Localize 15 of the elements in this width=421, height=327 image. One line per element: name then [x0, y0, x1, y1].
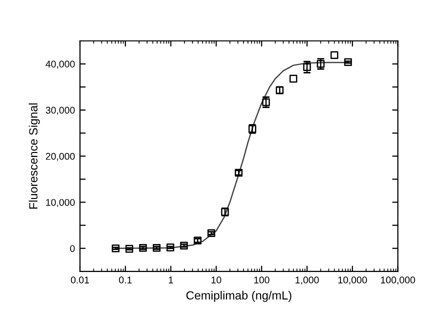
x-axis-title: Cemiplimab (ng/mL) [186, 290, 292, 302]
x-tick-label: 10,000 [338, 276, 367, 285]
x-tick-label: 100,000 [381, 276, 416, 285]
y-tick-label: 20,000 [46, 152, 75, 161]
y-tick-label: 10,000 [46, 198, 75, 208]
x-tick-label: 1 [168, 276, 174, 284]
x-tick-label: 0.01 [70, 276, 89, 284]
y-tick-label: 30,000 [46, 106, 75, 115]
x-tick-label: 100 [254, 276, 270, 284]
x-tick-label: 10 [212, 276, 222, 284]
y-tick-label: 0 [70, 245, 75, 252]
y-axis-title: Fluorescence Signal [28, 103, 40, 209]
x-tick-label: 0.1 [119, 276, 132, 284]
x-tick-label: 1,000 [296, 276, 319, 285]
y-tick-label: 40,000 [46, 60, 75, 69]
